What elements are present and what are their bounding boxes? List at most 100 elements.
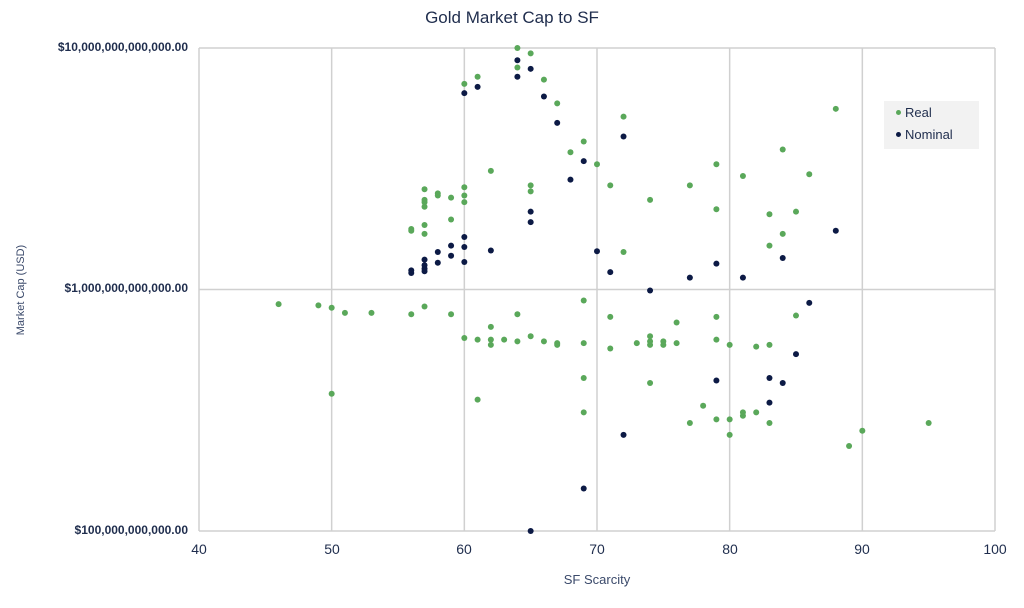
data-point-real — [620, 248, 627, 255]
legend-marker-nominal-icon — [896, 132, 901, 137]
data-point-real — [580, 297, 587, 304]
data-point-real — [461, 334, 468, 341]
data-point-real — [766, 242, 773, 249]
data-point-real — [700, 402, 707, 409]
data-point-real — [448, 311, 455, 318]
x-tick-label: 70 — [589, 541, 605, 557]
data-point-nominal — [739, 274, 746, 281]
data-point-real — [328, 390, 335, 397]
data-point-nominal — [421, 256, 428, 263]
data-point-real — [594, 161, 600, 168]
data-point-nominal — [647, 287, 654, 294]
data-point-real — [686, 182, 693, 189]
data-point-real — [461, 192, 468, 199]
data-point-real — [487, 336, 494, 343]
data-point-real — [739, 412, 746, 419]
data-point-real — [514, 311, 521, 318]
data-point-real — [580, 409, 587, 416]
x-tick-label: 90 — [854, 541, 870, 557]
data-point-real — [540, 76, 547, 83]
data-point-real — [554, 100, 561, 107]
data-point-nominal — [779, 255, 786, 262]
legend-item-nominal: Nominal — [896, 127, 953, 142]
data-point-real — [501, 336, 508, 343]
data-point-real — [527, 188, 534, 195]
data-point-nominal — [434, 248, 441, 255]
data-point-real — [726, 341, 733, 348]
data-point-real — [434, 192, 441, 199]
data-point-real — [686, 420, 693, 427]
x-tick-label: 50 — [324, 541, 340, 557]
data-point-real — [779, 230, 786, 237]
data-point-real — [527, 333, 534, 340]
data-point-nominal — [594, 248, 600, 255]
data-point-real — [448, 194, 455, 201]
legend-marker-real-icon — [896, 110, 901, 115]
data-point-nominal — [620, 133, 627, 140]
data-point-real — [739, 173, 746, 180]
legend-label-nominal: Nominal — [905, 127, 953, 142]
data-point-real — [846, 442, 853, 449]
data-point-nominal — [580, 158, 587, 165]
data-point-nominal — [766, 375, 773, 382]
y-tick-label-mid: $1,000,000,000,000.00 — [64, 281, 188, 295]
data-point-nominal — [580, 485, 587, 492]
data-point-real — [726, 416, 733, 423]
data-point-nominal — [527, 528, 534, 534]
data-point-real — [607, 182, 614, 189]
data-point-real — [421, 303, 428, 310]
data-point-real — [832, 105, 839, 112]
data-point-real — [487, 323, 494, 330]
data-point-nominal — [448, 242, 455, 249]
data-point-nominal — [793, 351, 799, 358]
data-point-real — [514, 45, 521, 51]
data-point-nominal — [713, 260, 720, 267]
data-point-nominal — [527, 208, 534, 215]
data-point-nominal — [448, 252, 455, 259]
data-point-real — [766, 211, 773, 218]
data-point-real — [713, 313, 720, 320]
data-point-real — [580, 138, 587, 145]
data-point-nominal — [461, 90, 468, 97]
data-point-real — [474, 336, 481, 343]
y-tick-label-bottom: $100,000,000,000.00 — [74, 523, 188, 537]
data-point-nominal — [527, 65, 534, 72]
data-point-real — [647, 196, 654, 203]
data-point-real — [408, 311, 415, 318]
data-point-real — [514, 338, 521, 345]
data-point-real — [925, 420, 932, 427]
data-point-real — [580, 375, 587, 382]
legend-label-real: Real — [905, 105, 932, 120]
data-point-real — [806, 171, 813, 178]
data-point-real — [567, 149, 574, 156]
data-point-real — [647, 341, 654, 348]
data-point-nominal — [461, 233, 468, 240]
data-point-real — [713, 206, 720, 213]
data-point-real — [487, 167, 494, 174]
data-point-real — [647, 380, 654, 387]
x-tick-label: 60 — [456, 541, 472, 557]
data-point-real — [660, 341, 667, 348]
data-point-real — [647, 333, 654, 340]
data-point-nominal — [713, 377, 720, 384]
data-point-nominal — [607, 269, 614, 276]
data-point-real — [554, 341, 561, 348]
data-point-real — [421, 186, 428, 193]
chart-title: Gold Market Cap to SF — [425, 8, 599, 27]
data-point-nominal — [421, 268, 428, 275]
data-point-nominal — [487, 247, 494, 254]
legend-item-real: Real — [896, 105, 932, 120]
data-point-real — [368, 309, 375, 316]
data-point-real — [726, 431, 733, 438]
x-axis-label: SF Scarcity — [563, 572, 631, 587]
data-point-real — [766, 341, 773, 348]
data-point-nominal — [766, 399, 773, 406]
data-point-real — [421, 230, 428, 237]
data-point-nominal — [540, 93, 547, 100]
data-point-nominal — [686, 274, 693, 281]
grid-lines — [198, 47, 996, 532]
y-axis-label: Market Cap (USD) — [15, 244, 27, 336]
data-point-real — [753, 343, 760, 350]
data-point-real — [275, 301, 282, 308]
